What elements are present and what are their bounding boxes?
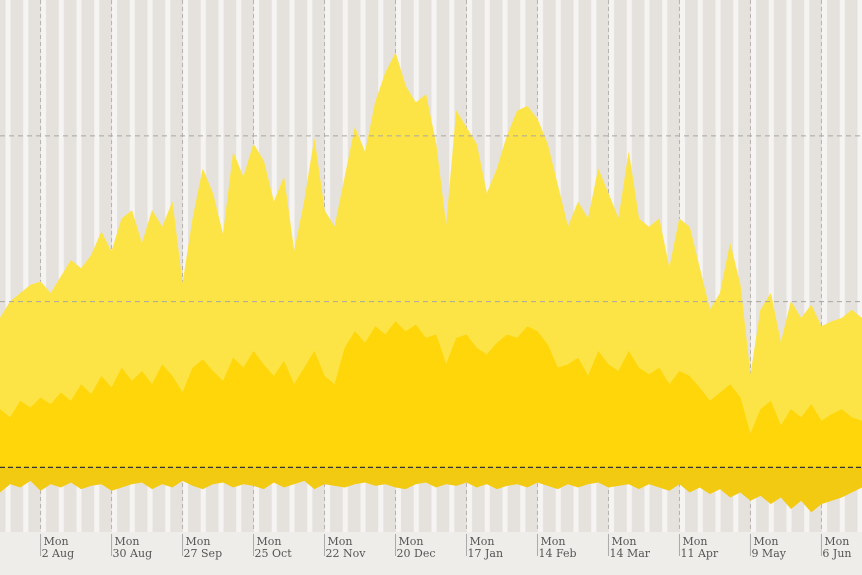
x-tick-weekday: Mon	[611, 535, 636, 548]
area	[0, 467, 862, 513]
x-tick-date: 11 Apr	[680, 547, 718, 560]
x-tick-date: 25 Oct	[255, 547, 293, 560]
x-tick-date: 17 Jan	[467, 547, 503, 560]
x-tick-weekday: Mon	[753, 535, 778, 548]
area	[0, 321, 862, 468]
x-tick-weekday: Mon	[44, 535, 69, 548]
area	[0, 52, 862, 468]
x-tick-weekday: Mon	[824, 535, 849, 548]
x-tick-date: 14 Feb	[538, 547, 576, 560]
x-tick-weekday: Mon	[186, 535, 211, 548]
x-tick-date: 27 Sep	[184, 547, 223, 560]
x-tick-weekday: Mon	[540, 535, 565, 548]
x-tick-date: 22 Nov	[326, 547, 367, 560]
x-tick-date: 2 Aug	[42, 547, 75, 560]
x-tick-weekday: Mon	[115, 535, 140, 548]
x-tick-weekday: Mon	[682, 535, 707, 548]
x-tick-date: 30 Aug	[113, 547, 153, 560]
x-tick-date: 6 Jun	[822, 547, 851, 560]
x-tick-weekday: Mon	[328, 535, 353, 548]
x-tick-weekday: Mon	[399, 535, 424, 548]
x-tick-date: 9 May	[751, 547, 786, 560]
x-tick-date: 20 Dec	[397, 547, 436, 560]
x-tick-weekday: Mon	[469, 535, 494, 548]
x-tick-date: 14 Mar	[609, 547, 650, 560]
x-tick-weekday: Mon	[257, 535, 282, 548]
